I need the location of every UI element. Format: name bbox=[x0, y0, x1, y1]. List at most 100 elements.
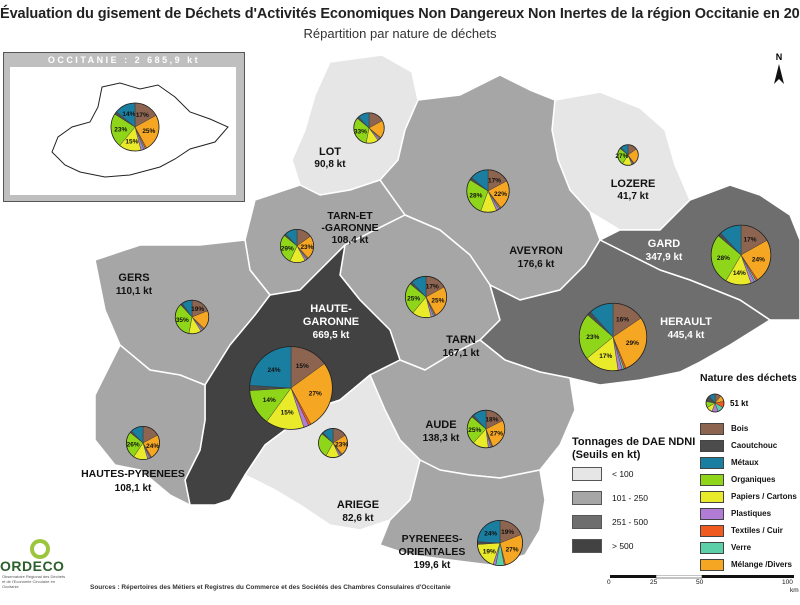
pie-occitanie-pct-label: 25% bbox=[142, 128, 155, 135]
tonnage-tarn: 167,1 kt bbox=[443, 348, 480, 359]
legend-tonnage-swatch bbox=[572, 515, 602, 529]
legend-nature-swatch bbox=[700, 558, 724, 571]
legend-nature-row: Caoutchouc bbox=[700, 437, 800, 454]
pie-aveyron[interactable]: 28% 17% 22% bbox=[466, 169, 510, 213]
legend-pie-outline bbox=[705, 393, 725, 413]
legend-tonnage: Tonnages de DAE NDNI (Seuils en kt) < 10… bbox=[572, 436, 702, 558]
label-aveyron: AVEYRON bbox=[509, 245, 563, 257]
legend-nature-label: Textiles / Cuir bbox=[731, 526, 783, 535]
legend-pie-icon bbox=[705, 393, 725, 413]
north-label: N bbox=[775, 52, 783, 62]
ordeco-logo-subtitle: Observatoire Régional des Déchets et de … bbox=[2, 574, 66, 589]
tonnage-tarn-et-garonne: 108,4 kt bbox=[332, 235, 369, 246]
tonnage-aude: 138,3 kt bbox=[423, 433, 460, 444]
pie-pyrenees-orientales-outline bbox=[476, 519, 524, 567]
pie-herault[interactable]: 23% 16% 17% 29% bbox=[578, 302, 648, 372]
pie-gers[interactable]: 35%19% bbox=[174, 299, 210, 335]
pie-aveyron-pct-label: 28% bbox=[469, 192, 482, 199]
inset-map-box: 14% 17% 23% 15% 25% bbox=[10, 67, 236, 195]
label-lozere: LOZERE bbox=[611, 178, 656, 190]
pie-haute-garonne-pct-label: 15% bbox=[281, 410, 294, 417]
label-pyrenees-orientales-2: ORIENTALES bbox=[399, 546, 466, 558]
pie-hautes-pyrenees-outline bbox=[125, 425, 161, 461]
legend-nature-row: Textiles / Cuir bbox=[700, 522, 800, 539]
legend-nature-row: Mélange /Divers bbox=[700, 556, 800, 573]
pie-aude[interactable]: 25% 18% 27% bbox=[466, 409, 506, 449]
legend-nature-row: Métaux bbox=[700, 454, 800, 471]
legend-pie-label: 51 kt bbox=[730, 398, 749, 408]
pie-tarn-et-garonne[interactable]: 29% 23% bbox=[279, 228, 315, 264]
legend-nature-swatch bbox=[700, 524, 724, 537]
pie-ariege-pct-label: 23% bbox=[335, 442, 348, 449]
legend-nature-label: Plastiques bbox=[731, 509, 772, 518]
legend-tonnage-row: 251 - 500 bbox=[572, 510, 702, 534]
legend-tonnage-title: Tonnages de DAE NDNI (Seuils en kt) bbox=[572, 436, 696, 461]
pie-gers-outline bbox=[174, 299, 210, 335]
label-tarn-et-garonne-2: -GARONNE bbox=[321, 222, 378, 234]
legend-nature-label: Caoutchouc bbox=[731, 441, 778, 450]
pie-pyrenees-orientales-pct-label: 19% bbox=[483, 549, 496, 556]
pie-tarn-et-garonne-pct-label: 23% bbox=[300, 244, 313, 251]
legend-nature-swatch bbox=[700, 456, 724, 469]
pie-pyrenees-orientales-pct-label: 27% bbox=[506, 546, 519, 553]
legend-tonnage-row: > 500 bbox=[572, 534, 702, 558]
label-lot: LOT bbox=[319, 146, 341, 158]
scale-tick: 25 bbox=[650, 579, 658, 586]
pie-lozere-outline bbox=[617, 144, 639, 166]
inset-map: 14% 17% 23% 15% 25% bbox=[51, 82, 229, 178]
legend-tonnage-swatch bbox=[572, 539, 602, 553]
pie-gard-pct-label: 17% bbox=[744, 237, 757, 244]
pie-lot-outline bbox=[353, 112, 385, 144]
legend-tonnage-label: 251 - 500 bbox=[612, 517, 648, 527]
pie-hautes-pyrenees-pct-label: 26% bbox=[127, 442, 140, 449]
pie-aude-pct-label: 18% bbox=[485, 417, 498, 424]
pie-hautes-pyrenees-pct-label: 24% bbox=[146, 443, 159, 450]
pie-ariege-outline bbox=[318, 428, 348, 458]
sources-note: Sources : Répertoires des Métiers et Reg… bbox=[90, 584, 451, 591]
legend-nature-row: Papiers / Cartons bbox=[700, 488, 800, 505]
pie-gard-outline bbox=[710, 224, 772, 286]
pie-pyrenees-orientales[interactable]: 24% 19% 19% 27% bbox=[476, 519, 524, 567]
pie-haute-garonne[interactable]: 24% 15% 14% 15% 27% bbox=[249, 346, 333, 430]
legend-nature-swatch bbox=[700, 422, 724, 435]
ordeco-logo: ORDECO Observatoire Régional des Déchets… bbox=[0, 536, 80, 594]
scale-bar-graphic bbox=[610, 574, 794, 579]
pie-occitanie-pct-label: 17% bbox=[136, 112, 149, 119]
pie-tarn-et-garonne-pct-label: 29% bbox=[281, 245, 294, 252]
legend-nature-label: Mélange /Divers bbox=[731, 560, 792, 569]
pie-pyrenees-orientales-pct-label: 24% bbox=[484, 530, 497, 537]
pie-aude-pct-label: 27% bbox=[490, 430, 503, 437]
pie-occitanie-pct-label: 15% bbox=[125, 138, 138, 145]
pie-occitanie-pct-label: 23% bbox=[114, 126, 127, 133]
tonnage-aveyron: 176,6 kt bbox=[518, 259, 555, 270]
pie-tarn-pct-label: 17% bbox=[426, 284, 439, 291]
pie-gard[interactable]: 28% 17% 14% 24% bbox=[710, 224, 772, 286]
pie-tarn-pct-label: 25% bbox=[407, 295, 420, 302]
legend-tonnage-swatch bbox=[572, 467, 602, 481]
tonnage-lozere: 41,7 kt bbox=[617, 191, 649, 202]
map-title: Évaluation du gisement de Déchets d'Acti… bbox=[0, 6, 800, 22]
ordeco-logo-icon bbox=[30, 539, 50, 559]
dept-hautes-pyrenees[interactable] bbox=[94, 344, 206, 506]
pie-lozere[interactable]: 27% bbox=[615, 144, 639, 166]
legend-nature-row: Plastiques bbox=[700, 505, 800, 522]
pie-ariege[interactable]: 23% bbox=[318, 428, 348, 458]
occitanie-inset: OCCITANIE : 2 685,9 kt 14% 17% 23% 15% 25% bbox=[3, 52, 245, 202]
pie-tarn[interactable]: 25% 17% 25% bbox=[404, 275, 448, 319]
legend-tonnage-swatch bbox=[572, 491, 602, 505]
pie-hautes-pyrenees[interactable]: 26% 24% bbox=[125, 425, 161, 461]
scale-tick: 100 bbox=[782, 579, 793, 586]
pie-pyrenees-orientales-pct-label: 19% bbox=[501, 529, 514, 536]
tonnage-gers: 110,1 kt bbox=[116, 286, 153, 297]
pie-herault-pct-label: 29% bbox=[626, 340, 639, 347]
label-tarn-et-garonne: TARN-ET bbox=[327, 210, 373, 222]
pie-gers-pct-label: 19% bbox=[191, 306, 204, 313]
legend-nature-label: Métaux bbox=[731, 458, 759, 467]
pie-haute-garonne-pct-label: 14% bbox=[263, 397, 276, 404]
tonnage-herault: 445,4 kt bbox=[668, 330, 705, 341]
legend-tonnage-row: 101 - 250 bbox=[572, 486, 702, 510]
pie-aveyron-pct-label: 22% bbox=[494, 191, 507, 198]
pie-lot[interactable]: 33% bbox=[353, 112, 385, 144]
tonnage-gard: 347,9 kt bbox=[646, 252, 683, 263]
label-ariege: ARIEGE bbox=[337, 499, 379, 511]
